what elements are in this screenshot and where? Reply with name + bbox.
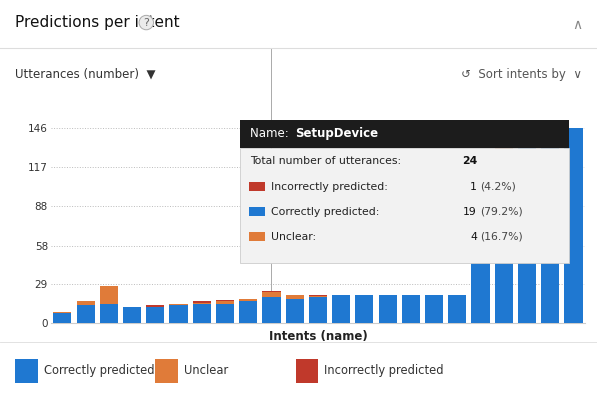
Bar [216, 300, 234, 302]
Text: Unclear:: Unclear: [272, 232, 316, 242]
Bar [262, 298, 281, 323]
Bar [378, 295, 396, 323]
Text: 19: 19 [463, 207, 477, 217]
Text: Total number of utterances:: Total number of utterances: [250, 156, 401, 166]
Text: ?: ? [143, 18, 149, 28]
Bar [332, 295, 350, 323]
Bar [472, 154, 490, 323]
Bar [285, 299, 304, 323]
FancyBboxPatch shape [241, 148, 569, 263]
Bar [309, 295, 327, 296]
Bar [15, 358, 38, 383]
Bar [53, 314, 72, 323]
Bar [100, 304, 118, 323]
Bar [296, 358, 318, 383]
Bar [100, 286, 118, 304]
Bar [495, 150, 513, 323]
Bar [249, 207, 265, 216]
Bar [239, 302, 257, 323]
Bar [249, 182, 265, 191]
Bar [216, 302, 234, 304]
Bar [76, 306, 95, 323]
Bar [216, 304, 234, 323]
Bar [285, 295, 304, 299]
Bar [146, 307, 164, 323]
Bar [239, 299, 257, 302]
Bar [402, 295, 420, 323]
Bar [425, 295, 443, 323]
Bar [309, 296, 327, 298]
Text: 4: 4 [470, 232, 477, 242]
Text: (16.7%): (16.7%) [481, 232, 523, 242]
X-axis label: Intents (name): Intents (name) [269, 330, 367, 343]
Bar [146, 306, 164, 307]
Text: Correctly predicted:: Correctly predicted: [272, 207, 380, 217]
Bar [155, 358, 178, 383]
FancyBboxPatch shape [241, 120, 569, 148]
Bar [495, 146, 513, 150]
Text: 1: 1 [470, 182, 477, 192]
Text: ∧: ∧ [572, 18, 582, 32]
Bar [262, 291, 281, 292]
Bar [564, 128, 583, 323]
Bar [170, 304, 187, 306]
Bar [170, 306, 187, 323]
Bar [309, 298, 327, 323]
Bar [249, 232, 265, 241]
Bar [53, 312, 72, 314]
Text: (79.2%): (79.2%) [481, 207, 523, 217]
Bar [123, 307, 141, 323]
Bar [448, 295, 466, 323]
Bar [193, 304, 211, 323]
Text: Incorrectly predicted:: Incorrectly predicted: [272, 182, 388, 192]
Bar [541, 136, 559, 323]
Bar [193, 303, 211, 304]
Text: Name:: Name: [250, 128, 293, 140]
Bar [76, 302, 95, 306]
Bar [262, 292, 281, 298]
Bar [355, 295, 374, 323]
Bar [518, 143, 536, 323]
Text: 24: 24 [461, 156, 477, 166]
Text: Correctly predicted: Correctly predicted [44, 365, 154, 377]
Text: Utterances (number)  ▼: Utterances (number) ▼ [15, 68, 155, 81]
Text: Predictions per intent: Predictions per intent [15, 15, 180, 30]
Text: SetupDevice: SetupDevice [296, 128, 378, 140]
Text: ↺  Sort intents by  ∨: ↺ Sort intents by ∨ [461, 68, 582, 81]
Text: Incorrectly predicted: Incorrectly predicted [324, 365, 444, 377]
Text: (4.2%): (4.2%) [481, 182, 516, 192]
Bar [193, 302, 211, 303]
Text: Unclear: Unclear [184, 365, 228, 377]
